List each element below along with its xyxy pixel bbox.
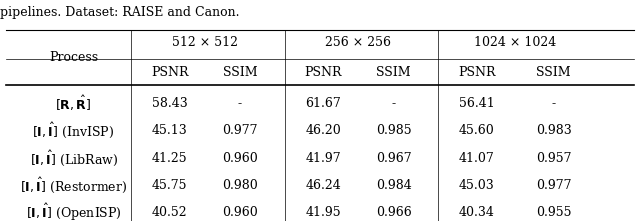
Text: 46.20: 46.20 bbox=[305, 124, 341, 137]
Text: PSNR: PSNR bbox=[458, 66, 495, 79]
Text: 41.95: 41.95 bbox=[305, 206, 341, 219]
Text: 41.25: 41.25 bbox=[152, 152, 188, 165]
Text: 0.957: 0.957 bbox=[536, 152, 572, 165]
Text: 61.67: 61.67 bbox=[305, 97, 341, 110]
Text: 0.967: 0.967 bbox=[376, 152, 412, 165]
Text: 0.966: 0.966 bbox=[376, 206, 412, 219]
Text: $[\mathbf{R},\hat{\mathbf{R}}]$: $[\mathbf{R},\hat{\mathbf{R}}]$ bbox=[56, 94, 92, 113]
Text: SSIM: SSIM bbox=[536, 66, 571, 79]
Text: 0.985: 0.985 bbox=[376, 124, 412, 137]
Text: -: - bbox=[238, 97, 242, 110]
Text: PSNR: PSNR bbox=[151, 66, 188, 79]
Text: $[\mathbf{I},\hat{\mathbf{I}}]$ (LibRaw): $[\mathbf{I},\hat{\mathbf{I}}]$ (LibRaw) bbox=[29, 149, 118, 168]
Text: Process: Process bbox=[49, 51, 98, 64]
Text: 0.980: 0.980 bbox=[222, 179, 258, 192]
Text: 256 × 256: 256 × 256 bbox=[325, 36, 392, 50]
Text: 0.977: 0.977 bbox=[536, 179, 572, 192]
Text: SSIM: SSIM bbox=[376, 66, 411, 79]
Text: $[\mathbf{I},\hat{\mathbf{I}}]$ (Restormer): $[\mathbf{I},\hat{\mathbf{I}}]$ (Restorm… bbox=[20, 176, 127, 195]
Text: 1024 × 1024: 1024 × 1024 bbox=[474, 36, 556, 50]
Text: 0.977: 0.977 bbox=[222, 124, 258, 137]
Text: 40.52: 40.52 bbox=[152, 206, 188, 219]
Text: 0.983: 0.983 bbox=[536, 124, 572, 137]
Text: 0.960: 0.960 bbox=[222, 206, 258, 219]
Text: 45.03: 45.03 bbox=[459, 179, 495, 192]
Text: 0.984: 0.984 bbox=[376, 179, 412, 192]
Text: PSNR: PSNR bbox=[305, 66, 342, 79]
Text: pipelines. Dataset: RAISE and Canon.: pipelines. Dataset: RAISE and Canon. bbox=[0, 6, 239, 19]
Text: 0.960: 0.960 bbox=[222, 152, 258, 165]
Text: -: - bbox=[552, 97, 556, 110]
Text: 41.07: 41.07 bbox=[459, 152, 495, 165]
Text: 45.60: 45.60 bbox=[459, 124, 495, 137]
Text: 512 × 512: 512 × 512 bbox=[172, 36, 238, 50]
Text: 58.43: 58.43 bbox=[152, 97, 188, 110]
Text: SSIM: SSIM bbox=[223, 66, 257, 79]
Text: 40.34: 40.34 bbox=[459, 206, 495, 219]
Text: $[\mathbf{I},\hat{\mathbf{I}}]$ (OpenISP): $[\mathbf{I},\hat{\mathbf{I}}]$ (OpenISP… bbox=[26, 202, 122, 221]
Text: 45.13: 45.13 bbox=[152, 124, 188, 137]
Text: 41.97: 41.97 bbox=[305, 152, 341, 165]
Text: -: - bbox=[392, 97, 396, 110]
Text: 45.75: 45.75 bbox=[152, 179, 188, 192]
Text: 56.41: 56.41 bbox=[459, 97, 495, 110]
Text: 46.24: 46.24 bbox=[305, 179, 341, 192]
Text: 0.955: 0.955 bbox=[536, 206, 572, 219]
Text: $[\mathbf{I},\hat{\mathbf{I}}]$ (InvISP): $[\mathbf{I},\hat{\mathbf{I}}]$ (InvISP) bbox=[33, 121, 115, 140]
